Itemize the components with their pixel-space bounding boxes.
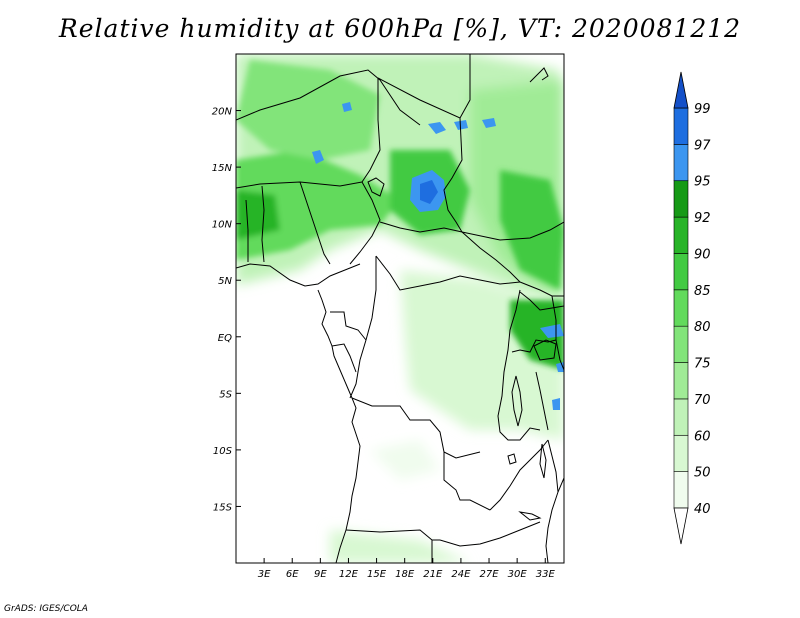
colorbar-label: 75 (694, 357, 711, 372)
lat-tick-label: 10S (213, 446, 233, 457)
border-car-south (375, 255, 521, 291)
credit-text: GrADS: IGES/COLA (4, 604, 88, 614)
colorbar-label: 60 (694, 429, 711, 444)
lon-tick-label: 27E (480, 569, 500, 580)
latitude-ticks: 20N 15N 10N 5N EQ 5S 10S 15S (212, 107, 241, 513)
border-angola-zambia (443, 452, 491, 511)
colorbar-swatch (673, 325, 689, 363)
map-title: Relative humidity at 600hPa [%], VT: 202… (58, 14, 742, 43)
colorbar: 40 50 60 70 75 80 85 90 92 95 97 99 (673, 71, 711, 545)
lon-tick-label: 12E (339, 569, 359, 580)
border-gabon2 (331, 343, 357, 373)
border-zambia-south (439, 521, 541, 547)
colorbar-swatch (673, 253, 689, 291)
humidity-area-south2 (370, 440, 440, 480)
colorbar-label: 80 (694, 320, 711, 335)
lon-tick-label: 30E (508, 569, 528, 580)
lon-tick-label: 18E (395, 569, 415, 580)
colorbar-swatch (673, 107, 689, 145)
colorbar-swatch (673, 362, 689, 400)
lat-tick-label: EQ (218, 333, 232, 344)
lake-mweru (507, 453, 517, 465)
lon-tick-label: 33E (536, 569, 556, 580)
colorbar-swatch (673, 144, 689, 182)
border-cameroon-chad (349, 181, 381, 265)
lake-kariba (518, 511, 542, 521)
border-niger-chad (361, 78, 381, 183)
colorbar-swatch (673, 398, 689, 436)
colorbar-under-triangle (673, 507, 689, 545)
colorbar-label: 40 (694, 502, 711, 517)
humidity-core-west2 (342, 102, 352, 112)
humidity-area-lakes (510, 300, 564, 370)
colorbar-over-triangle (673, 71, 689, 109)
colorbar-swatch (673, 471, 689, 509)
humidity-core-central-inner (420, 180, 438, 204)
humidity-field (236, 54, 564, 563)
border-nigeria-cameroon (299, 181, 331, 265)
lon-tick-label: 9E (314, 569, 327, 580)
lake-chad (367, 177, 385, 197)
lon-tick-label: 3E (258, 569, 271, 580)
border-uganda (519, 291, 564, 311)
coastline-gulf-of-guinea (317, 289, 361, 563)
humidity-core-north2 (454, 120, 468, 130)
humidity-core-lakes (540, 324, 564, 338)
map-frame (235, 53, 565, 564)
coastline-east-africa (545, 477, 564, 563)
humidity-core-sw (552, 398, 560, 410)
colorbar-swatch (673, 434, 689, 472)
border-gabon (330, 311, 367, 341)
border-tanzania-west (535, 371, 549, 431)
colorbar-label: 97 (694, 138, 711, 153)
border-malawi (547, 439, 559, 493)
humidity-core-north (428, 122, 446, 134)
colorbar-label: 50 (694, 466, 711, 481)
colorbar-swatch (673, 180, 689, 218)
humidity-area-sudan (500, 170, 564, 290)
humidity-area-west-band (236, 150, 400, 260)
humidity-area-north-band (236, 60, 380, 160)
lat-tick-label: 10N (212, 220, 233, 231)
lon-tick-label: 6E (286, 569, 299, 580)
border-south-sudan-east (519, 281, 564, 297)
colorbar-label: 99 (694, 102, 711, 117)
country-borders (236, 54, 564, 563)
lon-tick-label: 24E (451, 569, 471, 580)
humidity-core-west (312, 150, 324, 164)
border-niger-algeria (236, 69, 421, 126)
lat-tick-label: 15S (213, 502, 233, 513)
lat-tick-label: 5S (219, 389, 232, 400)
lat-tick-label: 15N (212, 163, 233, 174)
lat-tick-label: 20N (212, 107, 233, 118)
border-angola-namibia (345, 529, 440, 541)
humidity-core-north3 (482, 118, 496, 128)
lake-malawi (539, 443, 547, 479)
lon-tick-label: 21E (423, 569, 443, 580)
colorbar-label: 85 (694, 284, 711, 299)
border-sudan-south (461, 221, 564, 241)
colorbar-swatch (673, 289, 689, 327)
lake-victoria (533, 339, 557, 361)
colorbar-swatch (673, 216, 689, 254)
border-zambia-east (489, 439, 549, 511)
border-benin-togo (261, 185, 265, 263)
border-drc-angola (351, 397, 481, 459)
humidity-area-south (330, 530, 470, 563)
humidity-area-coast (236, 190, 280, 240)
colorbar-label: 90 (694, 247, 711, 262)
coastline-west-africa (236, 263, 361, 287)
longitude-ticks: 3E 6E 9E 12E 15E 18E 21E 24E 27E 30E 33E (258, 558, 556, 580)
lon-tick-label: 15E (367, 569, 387, 580)
lake-tanganyika (511, 375, 523, 427)
colorbar-label: 95 (694, 175, 711, 190)
border-chad-sudan (443, 117, 463, 233)
lat-tick-label: 5N (218, 276, 232, 287)
colorbar-label: 70 (694, 393, 711, 408)
coast-red-sea (529, 67, 549, 83)
border-ghana (245, 199, 249, 262)
colorbar-label: 92 (694, 211, 711, 226)
border-drc-east (497, 289, 541, 441)
